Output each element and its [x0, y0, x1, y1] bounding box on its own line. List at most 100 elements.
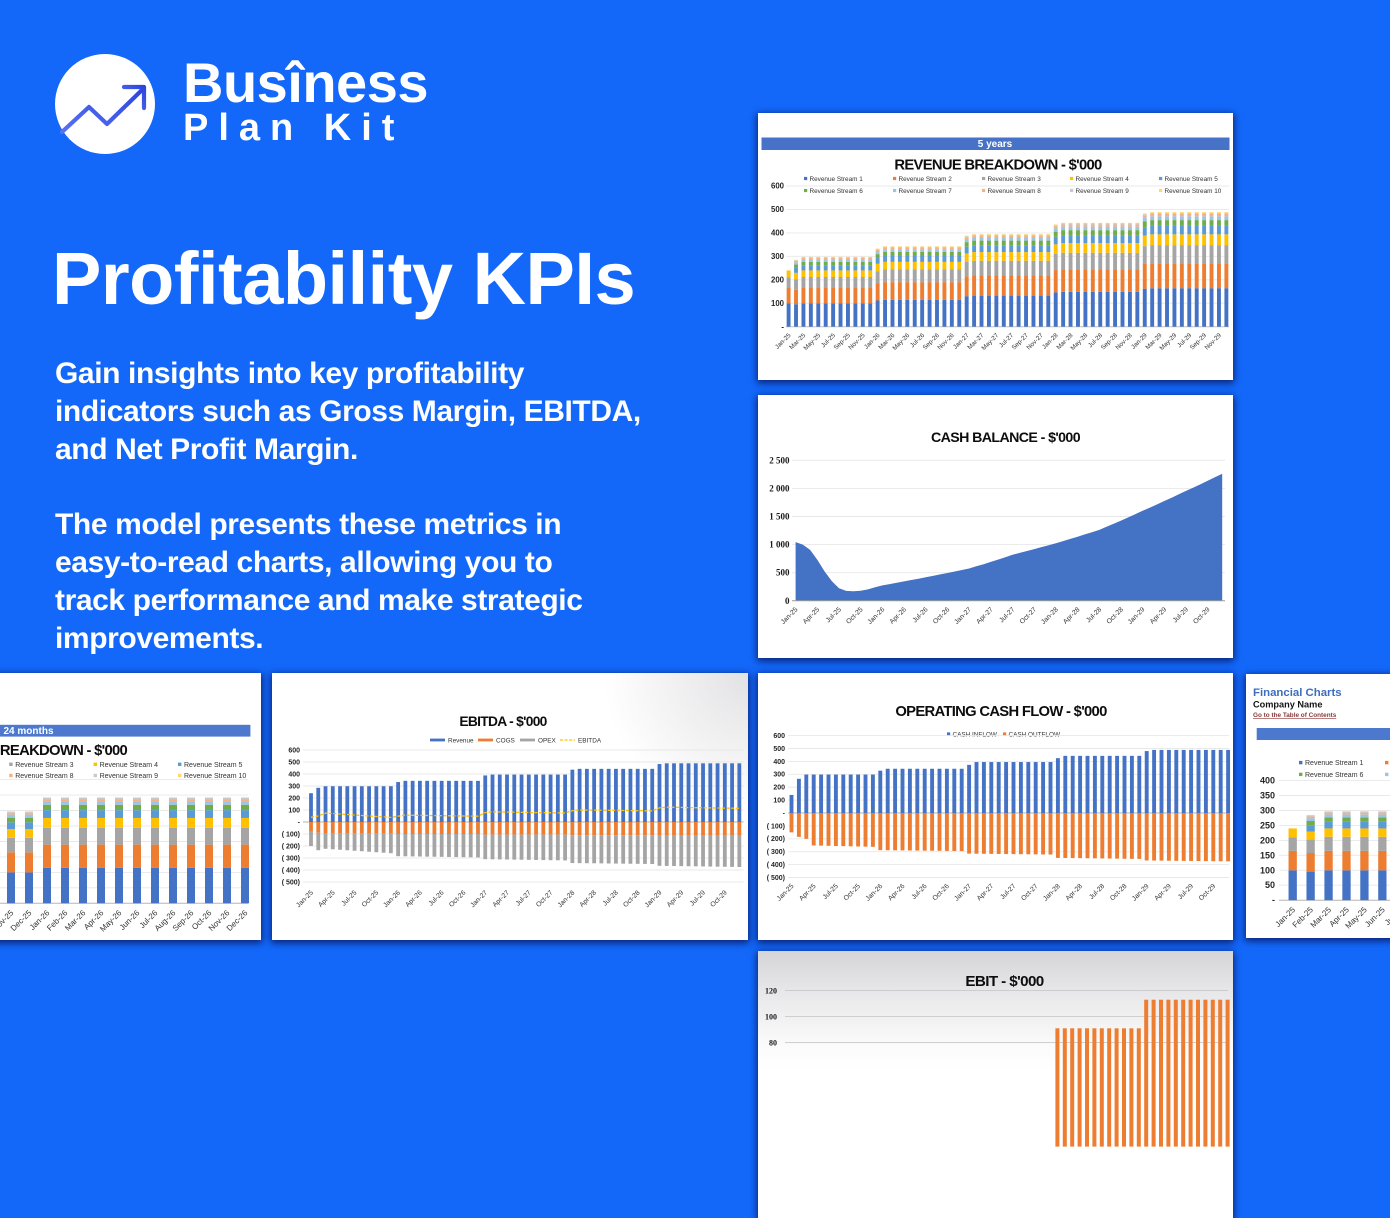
svg-text:Jan-28: Jan-28 — [557, 889, 577, 909]
svg-text:Jul-28: Jul-28 — [602, 889, 620, 907]
svg-text:200: 200 — [773, 785, 785, 792]
svg-text:-: - — [783, 810, 786, 817]
svg-text:May-26: May-26 — [891, 332, 911, 352]
svg-text:2 500: 2 500 — [769, 455, 790, 465]
svg-text:( 400): ( 400) — [282, 867, 300, 874]
svg-text:Jul-26: Jul-26 — [912, 606, 930, 624]
svg-text:Oct-29: Oct-29 — [1192, 606, 1212, 626]
svg-text:Jan-26: Jan-26 — [867, 606, 887, 626]
svg-text:Apr-28: Apr-28 — [1065, 883, 1085, 903]
svg-text:Jul-28: Jul-28 — [1088, 883, 1106, 901]
svg-text:Nov-29: Nov-29 — [1204, 332, 1224, 352]
svg-text:200: 200 — [288, 795, 300, 802]
svg-text:Revenue: Revenue — [448, 737, 474, 744]
svg-text:( 200): ( 200) — [282, 843, 300, 850]
svg-text:Apr-25: Apr-25 — [798, 883, 818, 903]
svg-text:Oct-29: Oct-29 — [1198, 883, 1218, 903]
svg-text:Apr-27: Apr-27 — [492, 889, 512, 909]
svg-text:Nov-26: Nov-26 — [936, 332, 956, 352]
svg-text:Jul-26: Jul-26 — [911, 883, 929, 901]
svg-text:Oct-27: Oct-27 — [1019, 606, 1039, 626]
svg-text:EBIT - $'000: EBIT - $'000 — [965, 973, 1043, 990]
svg-text:Apr-29: Apr-29 — [1153, 883, 1173, 903]
svg-text:CASH BALANCE - $'000: CASH BALANCE - $'000 — [931, 430, 1081, 446]
svg-text:Revenue Stream 4: Revenue Stream 4 — [100, 762, 158, 769]
svg-text:Jan-27: Jan-27 — [953, 883, 973, 903]
svg-text:-: - — [298, 819, 301, 826]
svg-text:COGS: COGS — [496, 737, 515, 744]
svg-text:300: 300 — [773, 772, 785, 779]
svg-text:Apr-26: Apr-26 — [887, 883, 907, 903]
svg-text:Apr-25: Apr-25 — [802, 606, 822, 626]
svg-text:( 300): ( 300) — [282, 855, 300, 862]
svg-text:Oct-29: Oct-29 — [709, 889, 729, 909]
svg-text:100: 100 — [288, 807, 300, 814]
svg-text:Revenue Stream 10: Revenue Stream 10 — [184, 773, 246, 780]
svg-text:500: 500 — [771, 205, 785, 214]
svg-text:Revenue Stream 6: Revenue Stream 6 — [810, 188, 864, 195]
svg-text:CASH OUTFLOW: CASH OUTFLOW — [1009, 731, 1061, 738]
svg-text:350: 350 — [1260, 791, 1275, 801]
svg-text:600: 600 — [288, 747, 300, 754]
svg-text:Apr-28: Apr-28 — [579, 889, 599, 909]
svg-text:Revenue Stream 6: Revenue Stream 6 — [1305, 772, 1363, 779]
svg-text:Nov-27: Nov-27 — [1026, 332, 1046, 352]
svg-text:Oct-25: Oct-25 — [361, 889, 381, 909]
svg-text:Jan-25: Jan-25 — [776, 883, 796, 903]
svg-text:600: 600 — [773, 733, 785, 740]
svg-text:Jul-28: Jul-28 — [1085, 606, 1103, 624]
svg-text:Oct-26: Oct-26 — [931, 883, 951, 903]
svg-text:Mar-26: Mar-26 — [63, 908, 88, 933]
svg-text:Oct-28: Oct-28 — [1106, 606, 1126, 626]
svg-text:REVENUE BREAKDOWN - $'000: REVENUE BREAKDOWN - $'000 — [0, 743, 128, 759]
svg-text:100: 100 — [1260, 865, 1275, 875]
svg-text:Jun-26: Jun-26 — [118, 908, 142, 932]
svg-text:24 months: 24 months — [4, 726, 54, 737]
svg-text:400: 400 — [288, 771, 300, 778]
svg-text:EBITDA - $'000: EBITDA - $'000 — [459, 714, 547, 729]
svg-text:Go to the Table of Contents: Go to the Table of Contents — [1253, 712, 1337, 719]
svg-text:Apr-29: Apr-29 — [666, 889, 686, 909]
svg-text:Revenue Stream 3: Revenue Stream 3 — [988, 176, 1042, 183]
svg-text:Jan-29: Jan-29 — [644, 889, 664, 909]
svg-text:Apr-27: Apr-27 — [976, 883, 996, 903]
svg-text:Revenue Stream 9: Revenue Stream 9 — [100, 773, 158, 780]
svg-text:Jan-28: Jan-28 — [1040, 606, 1060, 626]
svg-text:Jun-25: Jun-25 — [1363, 905, 1387, 929]
svg-text:250: 250 — [1260, 820, 1275, 830]
svg-text:100: 100 — [773, 798, 785, 805]
svg-text:Revenue Stream 9: Revenue Stream 9 — [1076, 188, 1130, 195]
svg-text:Revenue Stream 5: Revenue Stream 5 — [1165, 176, 1219, 183]
svg-text:Jul-25: Jul-25 — [825, 606, 843, 624]
svg-text:Jul-29: Jul-29 — [1172, 606, 1190, 624]
svg-text:May-27: May-27 — [981, 332, 1001, 352]
svg-text:Nov-25: Nov-25 — [847, 332, 867, 352]
svg-text:Jul-27: Jul-27 — [998, 606, 1016, 624]
svg-text:500: 500 — [776, 568, 790, 578]
svg-text:Oct-26: Oct-26 — [448, 889, 468, 909]
svg-text:OPERATING CASH FLOW - $'000: OPERATING CASH FLOW - $'000 — [895, 704, 1107, 720]
svg-text:120: 120 — [765, 986, 777, 995]
svg-text:Oct-27: Oct-27 — [1020, 883, 1040, 903]
svg-text:300: 300 — [771, 252, 785, 261]
svg-text:-: - — [1272, 895, 1275, 905]
svg-text:1 000: 1 000 — [769, 540, 790, 550]
svg-text:Oct-26: Oct-26 — [932, 606, 952, 626]
svg-text:Oct-28: Oct-28 — [1109, 883, 1129, 903]
svg-text:400: 400 — [773, 759, 785, 766]
svg-text:Revenue Stream 4: Revenue Stream 4 — [1076, 176, 1130, 183]
svg-text:Jan-25: Jan-25 — [295, 889, 315, 909]
svg-text:Nov-28: Nov-28 — [1115, 332, 1135, 352]
svg-text:Jan-29: Jan-29 — [1127, 606, 1147, 626]
svg-text:( 400): ( 400) — [767, 862, 785, 869]
svg-text:Mar-25: Mar-25 — [1309, 905, 1334, 930]
svg-text:Oct-25: Oct-25 — [843, 883, 863, 903]
svg-text:5 years: 5 years — [978, 139, 1013, 150]
svg-text:300: 300 — [288, 783, 300, 790]
svg-text:Apr-27: Apr-27 — [975, 606, 995, 626]
svg-text:-: - — [781, 322, 784, 331]
svg-text:500: 500 — [773, 746, 785, 753]
svg-text:Jan-28: Jan-28 — [1042, 883, 1062, 903]
svg-text:EBITDA: EBITDA — [578, 737, 602, 744]
svg-text:Revenue Stream 2: Revenue Stream 2 — [899, 176, 953, 183]
